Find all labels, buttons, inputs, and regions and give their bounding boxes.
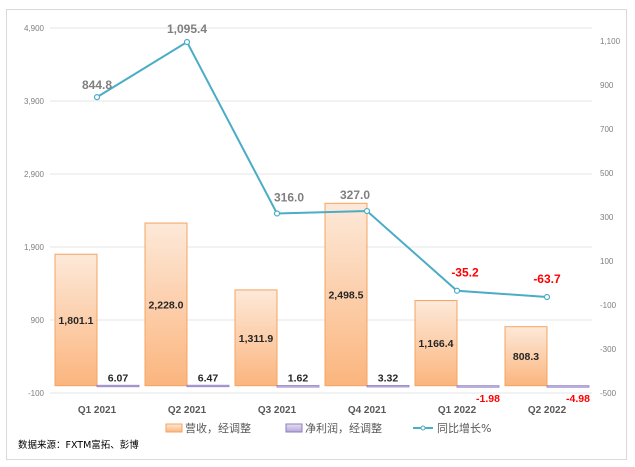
right-axis-tick: -500: [600, 389, 617, 398]
growth-data-label: -35.2: [451, 266, 479, 280]
right-axis-tick: -100: [600, 301, 617, 310]
category-label: Q3 2021: [258, 405, 297, 416]
right-axis-tick: -300: [600, 345, 617, 354]
net-profit-data-label: 6.07: [108, 373, 129, 385]
chart-frame: [6, 9, 627, 460]
revenue-bar: [54, 253, 98, 387]
net-profit-bar: [546, 385, 590, 388]
growth-line: [96, 40, 548, 299]
revenue-data-label: 2,228.0: [148, 299, 183, 311]
revenue-bar: [234, 289, 278, 387]
left-axis-tick: 4,900: [24, 24, 45, 33]
source-note: 数据来源：FXTM富拓、彭博: [18, 439, 139, 451]
growth-point: [273, 210, 281, 217]
net-profit-bar: [456, 385, 500, 388]
right-axis-tick: 700: [600, 125, 614, 134]
right-axis-tick: 100: [600, 257, 614, 266]
growth-point: [93, 94, 101, 101]
net-profit-bar: [96, 384, 140, 388]
legend-label-revenue: 营收，经调整: [185, 421, 251, 435]
growth-data-label: 1,095.4: [167, 22, 207, 36]
growth-data-label: 327.0: [340, 188, 370, 202]
category-label: Q2 2022: [528, 405, 567, 416]
net-profit-data-label: -4.98: [566, 393, 590, 405]
growth-data-label: 316.0: [274, 190, 304, 204]
net-profit-bar: [186, 384, 230, 388]
revenue-data-label: 2,498.5: [328, 290, 363, 302]
left-axis-tick: 2,900: [24, 170, 45, 179]
growth-point: [453, 287, 461, 294]
legend-swatch-net-profit: [285, 423, 303, 433]
net-profit-data-label: 1.62: [288, 373, 309, 385]
legend-label-growth: 同比增长%: [437, 421, 491, 435]
legend-marker-growth: [420, 425, 426, 431]
legend-swatch-revenue: [165, 423, 183, 433]
right-axis-tick: 300: [600, 213, 614, 222]
revenue-data-label: 1,801.1: [58, 315, 93, 327]
revenue-bar: [414, 300, 458, 387]
category-label: Q2 2021: [168, 405, 207, 416]
category-label: Q1 2022: [438, 405, 477, 416]
revenue-data-label: 1,166.4: [418, 338, 453, 350]
revenue-data-label: 1,311.9: [239, 333, 274, 345]
right-axis-tick: 500: [600, 169, 614, 178]
left-axis-tick: 900: [31, 316, 45, 325]
category-label: Q1 2021: [78, 405, 117, 416]
net-profit-bar: [366, 385, 410, 388]
growth-point: [183, 38, 191, 46]
legend-label-net-profit: 净利润，经调整: [305, 421, 382, 435]
category-label: Q4 2021: [348, 405, 387, 416]
left-axis-tick: 1,900: [24, 243, 45, 252]
revenue-bar: [324, 202, 368, 387]
left-axis-tick: -100: [28, 389, 45, 398]
net-profit-data-label: -1.98: [476, 393, 500, 405]
net-profit-data-label: 3.32: [378, 373, 399, 385]
revenue-data-label: 808.3: [513, 351, 539, 363]
left-axis-tick: 3,900: [24, 97, 45, 106]
growth-point: [543, 293, 551, 301]
revenue-bar: [144, 222, 188, 387]
net-profit-bar: [276, 385, 320, 388]
growth-point: [363, 207, 371, 215]
growth-data-label: -63.7: [533, 272, 561, 286]
growth-data-label: 844.8: [82, 78, 112, 92]
right-axis-tick: 900: [600, 81, 614, 90]
right-axis-tick: 1,100: [600, 37, 621, 46]
revenue-bar: [504, 326, 548, 387]
net-profit-data-label: 6.47: [198, 373, 219, 385]
